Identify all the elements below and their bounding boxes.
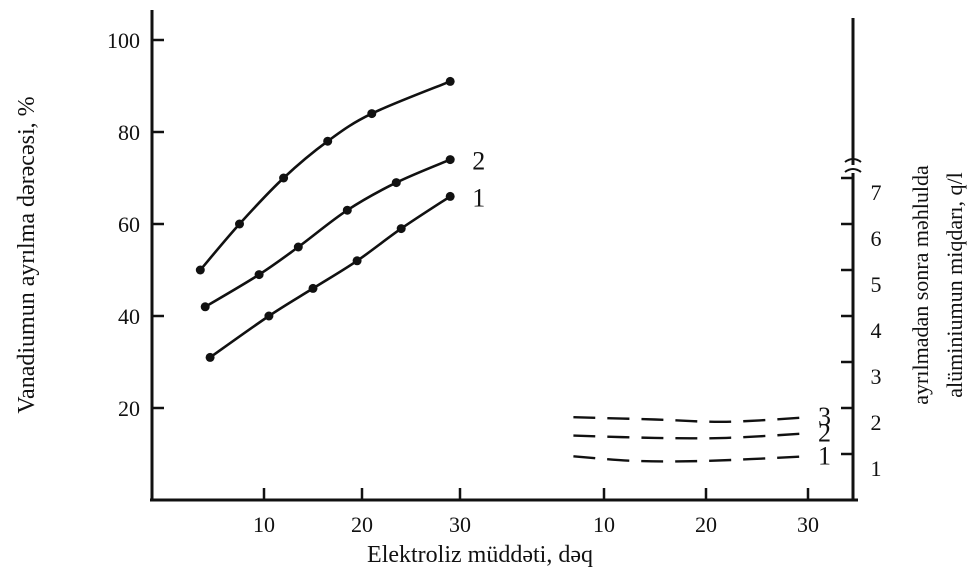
right-panel-series: 321 (573, 402, 831, 470)
left-y-tick-label: 80 (118, 120, 140, 145)
series-label: 1 (472, 183, 485, 212)
series-label: 2 (818, 418, 831, 447)
right-y-ticks: 1 2 3 4 5 6 7 (841, 176, 882, 481)
data-point (254, 270, 264, 280)
data-point (367, 109, 377, 119)
left-y-tick-label: 20 (118, 396, 140, 421)
data-point (195, 265, 205, 275)
right-y-axis-label-line2: alüminiumun miqdarı, q/l (942, 172, 967, 397)
series-line (573, 432, 809, 440)
left-y-tick-label: 40 (118, 304, 140, 329)
series-line (204, 158, 451, 308)
right-y-tick-label: 2 (871, 410, 882, 435)
data-point (352, 256, 362, 266)
x-tick-label: 30 (449, 512, 471, 537)
series-label: 2 (472, 147, 485, 176)
right-y-tick-label: 1 (871, 456, 882, 481)
x-tick-label: 20 (351, 512, 373, 537)
right-y-axis-label-line1: ayrılmadan sonra məhlulda (908, 165, 933, 405)
left-y-tick-label: 60 (118, 212, 140, 237)
data-point (279, 173, 289, 183)
series-line (573, 416, 809, 424)
data-point (264, 311, 274, 321)
axis-break-mark (844, 158, 862, 173)
data-point (323, 136, 333, 146)
series-label: 3 (818, 402, 831, 431)
right-y-tick-label: 7 (871, 180, 882, 205)
data-point (445, 191, 455, 201)
data-point (342, 205, 352, 215)
right-y-tick-label: 6 (871, 226, 882, 251)
data-point (391, 178, 401, 188)
data-point (235, 219, 244, 229)
x-tick-label: 10 (253, 512, 275, 537)
left-panel-series: 21 (195, 76, 485, 362)
series-line (573, 455, 809, 463)
left-y-ticks: 20 40 60 80 100 (107, 28, 164, 421)
series-line (209, 195, 451, 359)
x-tick-label: 20 (695, 512, 717, 537)
x-tick-label: 10 (593, 512, 615, 537)
left-y-tick-label: 100 (107, 28, 140, 53)
x-tick-label: 30 (797, 512, 819, 537)
data-point (205, 352, 215, 362)
data-point (308, 283, 318, 293)
x-axis-label: Elektroliz müddəti, dəq (367, 542, 593, 568)
data-point (396, 224, 406, 234)
data-point (200, 302, 210, 312)
data-point (293, 242, 303, 252)
right-y-tick-label: 3 (871, 364, 882, 389)
right-y-tick-label: 5 (871, 272, 882, 297)
series-label: 1 (818, 441, 831, 470)
left-y-axis-label: Vanadiumun ayrılma dərəcəsi, % (14, 96, 40, 413)
data-point (445, 76, 455, 86)
data-point (445, 155, 455, 165)
right-y-tick-label: 4 (871, 318, 882, 343)
x-ticks: 10 20 30 10 20 30 (253, 488, 819, 537)
